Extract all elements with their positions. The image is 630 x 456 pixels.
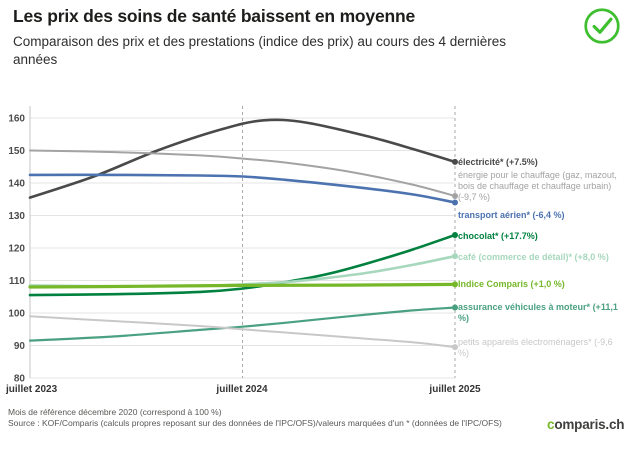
- series-label-assurance-vehicules: assurance véhicules à moteur* (+11,1 %): [458, 302, 618, 323]
- series-line-indice-comparis: [28, 282, 457, 289]
- series-label-petits-appareils: petits appareils électroménagers* (-9,6 …: [458, 337, 613, 358]
- series-endpoint-electricite: [452, 158, 458, 165]
- footnote-reference: Mois de référence décembre 2020 (corresp…: [8, 407, 222, 417]
- check-circle-icon: [581, 5, 623, 47]
- series-line-assurance-vehicules: [28, 306, 457, 342]
- check-mark: [592, 17, 613, 34]
- series-label-indice-comparis: Indice Comparis (+1,0 %): [458, 279, 565, 289]
- y-axis-tick: 150: [8, 146, 25, 157]
- footnotes: Mois de référence décembre 2020 (corresp…: [8, 407, 513, 430]
- series-line-petits-appareils: [29, 315, 456, 349]
- series-endpoint-chocolat: [452, 232, 458, 238]
- series-endpoint-energie-chauffage: [452, 193, 458, 199]
- check-circle-svg: [584, 8, 620, 44]
- price-index-chart: 80 90 100 110 120 130 140 150 160: [8, 106, 458, 385]
- y-axis-tick: 130: [8, 211, 25, 222]
- series-label-chocolat: chocolat* (+17.7%): [458, 231, 538, 241]
- series-label-electricite: électricité* (+7.5%): [458, 157, 538, 167]
- series-line-energie-chauffage: [29, 149, 456, 197]
- y-axis-tick: 110: [9, 276, 26, 287]
- series-endpoint-assurance-vehicules: [452, 304, 458, 311]
- series-label-energie-chauffage: énergie pour le chauffage (gaz, mazout, …: [458, 170, 617, 202]
- series-line-transport-aerien: [28, 173, 457, 204]
- footnote-source: Source : KOF/Comparis (calculs propres r…: [8, 418, 502, 429]
- comparis-logo: comparis.ch: [547, 417, 625, 432]
- series-endpoint-cafe-commerce-detail: [452, 253, 458, 260]
- check-circle: [584, 8, 620, 44]
- y-axis-tick: 90: [14, 341, 26, 352]
- series-label-transport-aerien: transport aérien* (-6,4 %): [458, 210, 565, 220]
- y-axis-tick: 140: [8, 179, 25, 190]
- logo-letter-c: c: [547, 417, 555, 432]
- y-axis-tick: 100: [8, 309, 25, 320]
- y-axis-tick: 120: [8, 244, 25, 255]
- series-endpoint-petits-appareils: [452, 344, 458, 351]
- x-axis-label-2024: juillet 2024: [216, 384, 268, 395]
- page-subtitle: Comparaison des prix et des prestations …: [13, 34, 506, 67]
- logo-rest: omparis.ch: [554, 417, 625, 432]
- x-axis-label-2025: juillet 2025: [429, 384, 481, 395]
- y-axis-tick: 80: [14, 374, 26, 385]
- series-line-electricite: [28, 118, 457, 199]
- page-title: Les prix des soins de santé baissent en …: [13, 6, 415, 26]
- y-axis-tick: 160: [8, 114, 25, 125]
- series-label-cafe-commerce-detail: café (commerce de détail)* (+8,0 %): [458, 252, 609, 262]
- series-labels: électricité* (+7.5%) énergie pour le chau…: [458, 0, 626, 456]
- series-endpoint-indice-comparis: [452, 281, 458, 288]
- x-axis-label-2023: juillet 2023: [6, 384, 58, 395]
- series-endpoint-transport-aerien: [452, 199, 458, 206]
